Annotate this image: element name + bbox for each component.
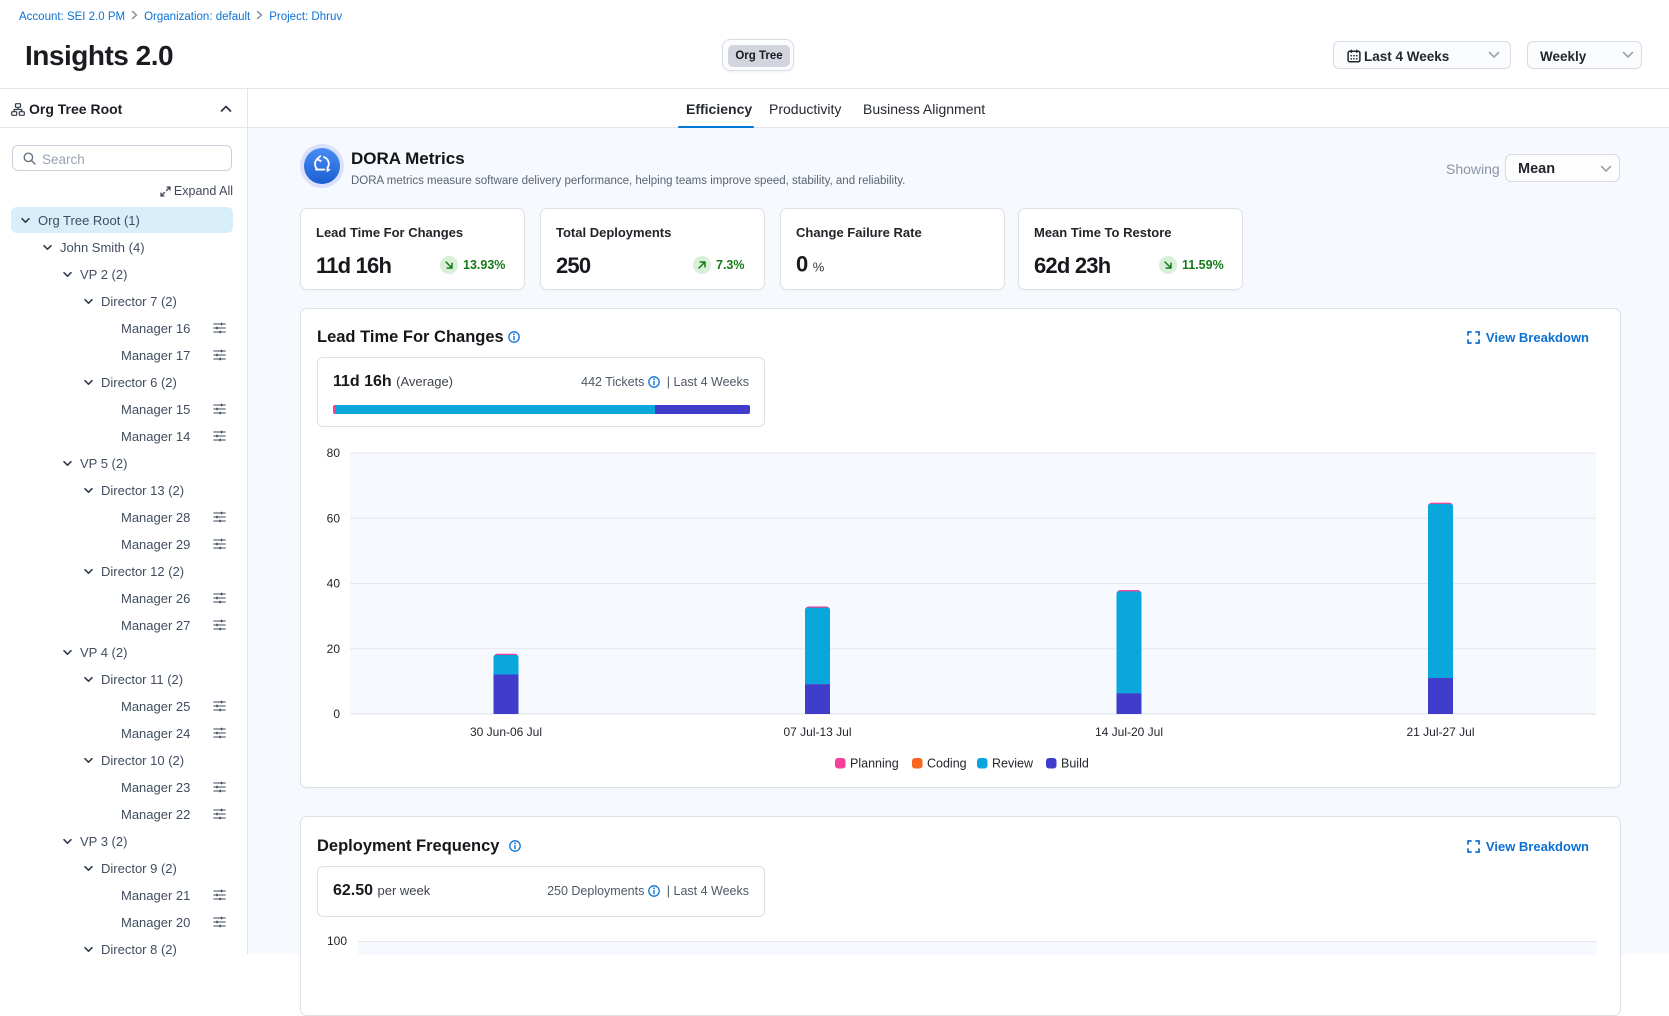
svg-text:Build: Build (1061, 757, 1089, 771)
svg-text:80: 80 (327, 446, 341, 460)
svg-text:21 Jul-27 Jul: 21 Jul-27 Jul (1406, 725, 1474, 739)
svg-text:30 Jun-06 Jul: 30 Jun-06 Jul (470, 725, 542, 739)
svg-text:60: 60 (327, 511, 341, 525)
svg-text:Coding: Coding (927, 757, 967, 771)
svg-text:07 Jul-13 Jul: 07 Jul-13 Jul (783, 725, 851, 739)
svg-text:Planning: Planning (850, 757, 899, 771)
svg-text:Review: Review (992, 757, 1034, 771)
svg-text:0: 0 (333, 707, 340, 721)
svg-text:40: 40 (327, 577, 341, 591)
svg-text:14 Jul-20 Jul: 14 Jul-20 Jul (1095, 725, 1163, 739)
svg-text:20: 20 (327, 642, 341, 656)
